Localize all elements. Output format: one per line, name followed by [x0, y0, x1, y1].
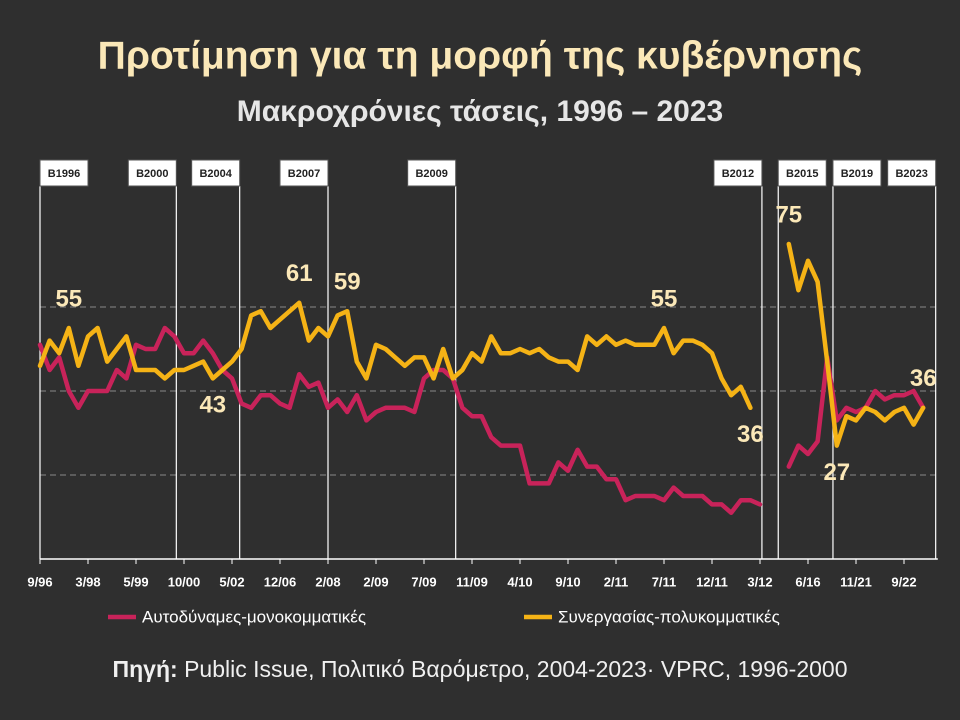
election-box: [777, 159, 827, 187]
election-box: [279, 159, 329, 187]
x-tick-label: 6/16: [795, 574, 820, 589]
x-tick-label: 5/99: [123, 574, 148, 589]
election-label: B2000: [136, 168, 168, 180]
data-label: 55: [55, 285, 82, 312]
election-label: B1996: [48, 168, 80, 180]
series-line: [37, 325, 926, 516]
election-box: [713, 159, 763, 187]
data-label: 61: [286, 260, 313, 287]
election-label: B2009: [415, 168, 447, 180]
election-box: [407, 159, 457, 187]
election-label: B2007: [288, 168, 320, 180]
chart-title: Προτίμηση για τη μορφή της κυβέρνησης: [98, 34, 863, 77]
election-label: B2023: [895, 168, 927, 180]
election-box: [39, 159, 89, 187]
election-box: [191, 159, 241, 187]
data-label: 55: [651, 285, 678, 312]
x-tick-label: 7/09: [411, 574, 436, 589]
x-tick-label: 9/10: [555, 574, 580, 589]
election-box: [887, 159, 937, 187]
data-label: 43: [199, 392, 226, 419]
x-tick-label: 4/10: [507, 574, 532, 589]
x-tick-label: 2/08: [315, 574, 340, 589]
legend-label: Συνεργασίας-πολυκομματικές: [558, 607, 780, 626]
election-label: B2012: [722, 168, 754, 180]
x-tick-label: 12/06: [264, 574, 297, 589]
x-tick-label: 10/00: [168, 574, 201, 589]
x-tick-label: 9/22: [891, 574, 916, 589]
source-text: Public Issue, Πολιτικό Βαρόμετρο, 2004-2…: [184, 656, 847, 682]
source: Πηγή: Public Issue, Πολιτικό Βαρόμετρο, …: [113, 656, 848, 682]
series-line: [37, 241, 926, 448]
x-tick-label: 2/09: [363, 574, 388, 589]
data-label: 36: [910, 365, 937, 392]
data-label: 36: [737, 421, 764, 448]
x-tick-label: 11/09: [456, 574, 488, 589]
x-tick-label: 9/96: [27, 574, 52, 589]
election-box: [832, 159, 882, 187]
data-label: 75: [775, 201, 802, 228]
source-label: Πηγή:: [113, 656, 178, 682]
data-label: 27: [823, 459, 850, 486]
legend-label: Αυτοδύναμες-μονοκομματικές: [142, 607, 366, 626]
election-label: B2019: [841, 168, 873, 180]
x-tick-label: 7/11: [652, 574, 677, 589]
election-label: B2015: [786, 168, 818, 180]
election-label: B2004: [199, 168, 232, 180]
x-tick-label: 3/12: [747, 574, 772, 589]
x-tick-label: 5/02: [219, 574, 244, 589]
data-label: 59: [334, 269, 361, 296]
x-tick-label: 2/11: [604, 574, 629, 589]
election-box: [127, 159, 177, 187]
x-tick-label: 3/98: [75, 574, 100, 589]
x-tick-label: 12/11: [696, 574, 728, 589]
x-tick-label: 11/21: [840, 574, 872, 589]
chart-subtitle: Μακροχρόνιες τάσεις, 1996 – 2023: [237, 95, 724, 128]
